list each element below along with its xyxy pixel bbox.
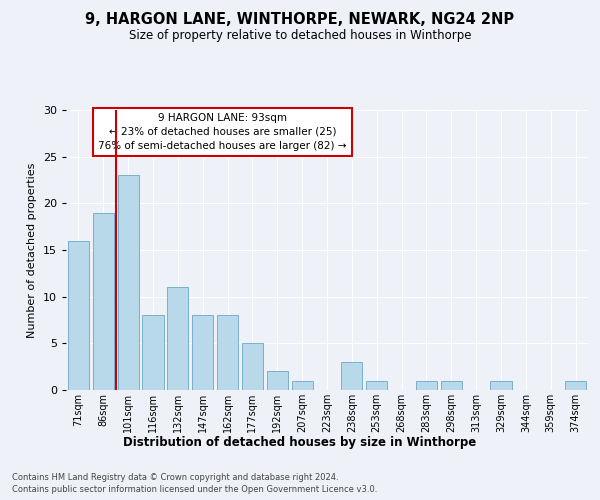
Bar: [167, 288, 188, 390]
Bar: [267, 372, 288, 390]
Bar: [242, 344, 263, 390]
Bar: [341, 362, 362, 390]
Bar: [142, 316, 164, 390]
Y-axis label: Number of detached properties: Number of detached properties: [27, 162, 37, 338]
Text: Contains public sector information licensed under the Open Government Licence v3: Contains public sector information licen…: [12, 485, 377, 494]
Text: Distribution of detached houses by size in Winthorpe: Distribution of detached houses by size …: [124, 436, 476, 449]
Bar: [68, 240, 89, 390]
Bar: [416, 380, 437, 390]
Bar: [192, 316, 213, 390]
Bar: [118, 176, 139, 390]
Bar: [292, 380, 313, 390]
Bar: [217, 316, 238, 390]
Text: Size of property relative to detached houses in Winthorpe: Size of property relative to detached ho…: [129, 29, 471, 42]
Text: Contains HM Land Registry data © Crown copyright and database right 2024.: Contains HM Land Registry data © Crown c…: [12, 472, 338, 482]
Bar: [565, 380, 586, 390]
Bar: [490, 380, 512, 390]
Text: 9, HARGON LANE, WINTHORPE, NEWARK, NG24 2NP: 9, HARGON LANE, WINTHORPE, NEWARK, NG24 …: [85, 12, 515, 28]
Bar: [441, 380, 462, 390]
Bar: [93, 212, 114, 390]
Text: 9 HARGON LANE: 93sqm
← 23% of detached houses are smaller (25)
76% of semi-detac: 9 HARGON LANE: 93sqm ← 23% of detached h…: [98, 113, 347, 151]
Bar: [366, 380, 387, 390]
